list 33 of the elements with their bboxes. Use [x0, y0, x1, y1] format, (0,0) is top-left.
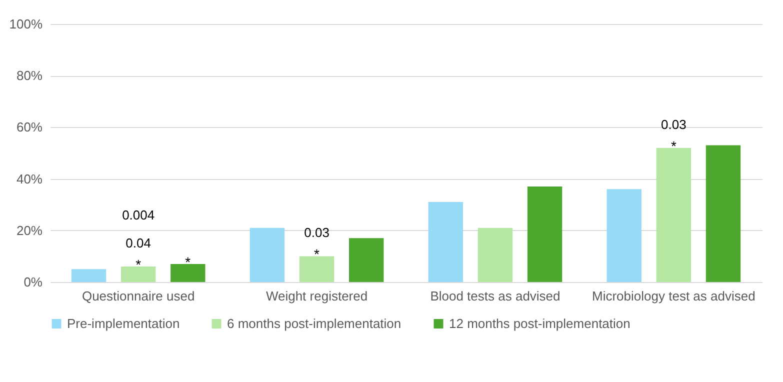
bar: [120, 266, 156, 282]
annotation: 0.004: [122, 208, 155, 223]
y-tick-label: 20%: [16, 222, 43, 238]
legend-label: 6 months post-implementation: [227, 316, 402, 331]
bar: [428, 202, 464, 282]
annotation: 0.03: [304, 225, 330, 240]
bar: [250, 228, 285, 282]
bar: [71, 269, 106, 282]
y-tick-label: 60%: [16, 120, 43, 135]
bar: [170, 264, 206, 282]
annotation: *: [136, 256, 142, 273]
annotation: 0.04: [126, 236, 151, 251]
y-tick-label: 0%: [24, 274, 43, 290]
legend-label: 12 months post-implementation: [449, 316, 630, 331]
bar: [656, 148, 692, 282]
bar: [478, 228, 513, 282]
x-tick-label: Blood tests as advised: [430, 288, 560, 304]
bar: [706, 145, 741, 282]
annotation: *: [185, 254, 192, 270]
legend-label: Pre-implementation: [67, 316, 180, 331]
x-tick-label: Microbiology test as advised: [592, 288, 756, 304]
x-tick-label: Weight registered: [266, 288, 368, 304]
bar: [348, 238, 384, 282]
bar: [299, 256, 334, 282]
bar: [527, 186, 562, 282]
y-tick-label: 80%: [16, 68, 43, 84]
x-tick-label: Questionnaire used: [82, 288, 195, 304]
y-tick-label: 40%: [16, 171, 43, 186]
annotation: *: [670, 138, 677, 154]
annotation: *: [314, 246, 320, 262]
y-tick-label: 100%: [9, 16, 43, 32]
annotation: 0.03: [661, 116, 686, 132]
bar: [606, 189, 642, 282]
